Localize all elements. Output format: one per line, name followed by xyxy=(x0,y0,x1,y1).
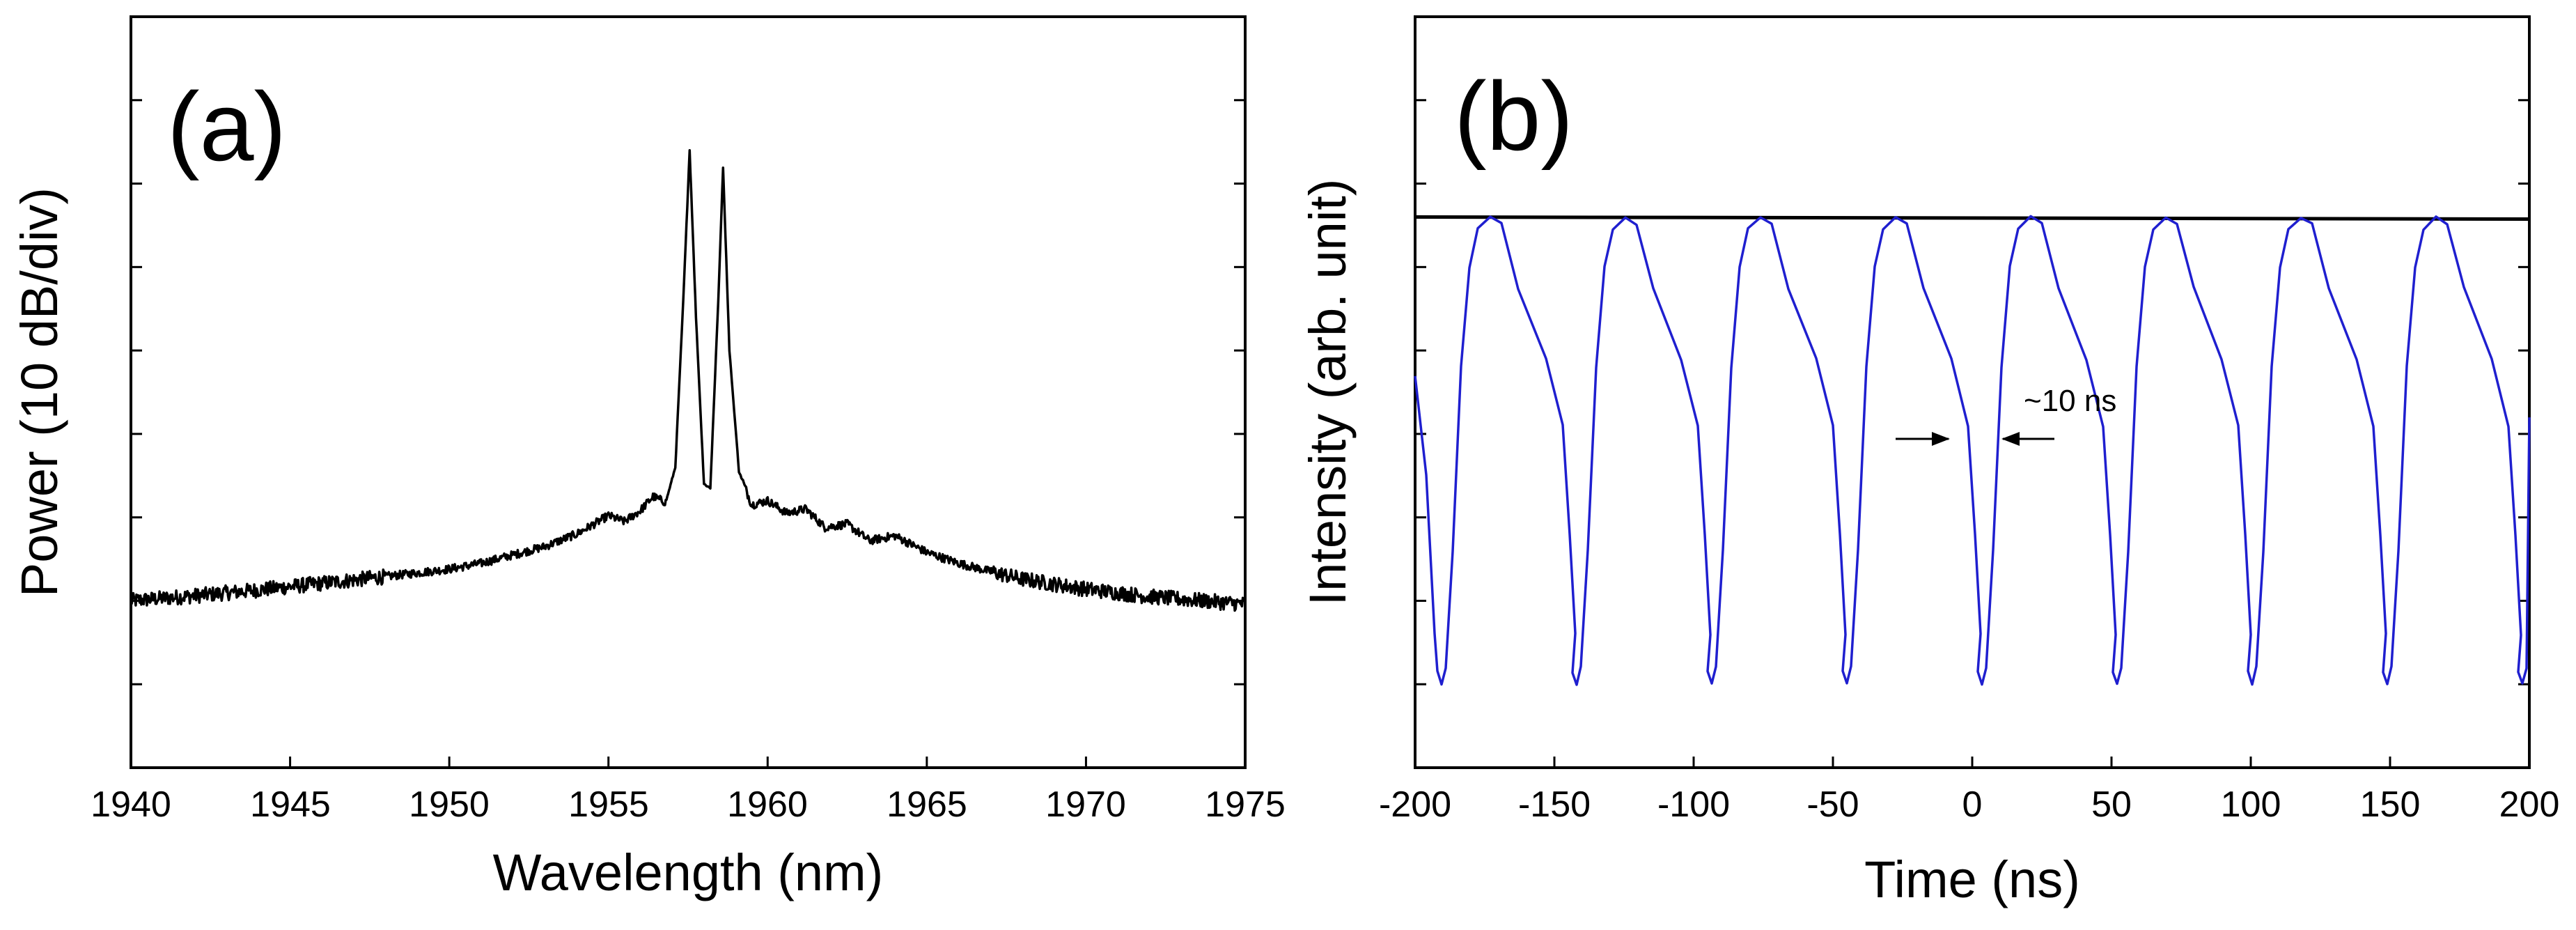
x-tick-label: 1955 xyxy=(568,784,649,825)
x-tick-label: -200 xyxy=(1379,784,1451,825)
x-tick-label: 1940 xyxy=(91,784,171,825)
panel-b-x-axis-label: Time (ns) xyxy=(1864,851,2080,908)
cw-level-line xyxy=(1414,215,2530,221)
panel-b-x-ticks xyxy=(1414,757,2531,768)
panel-a-x-tick-labels: 1940 1945 1950 1955 1960 1965 1970 1975 xyxy=(91,784,1286,825)
annotation-arrowhead-left xyxy=(1932,432,1950,446)
pulse-train-line xyxy=(1414,215,2531,686)
pulse-width-annotation: ~10 ns xyxy=(1896,384,2116,446)
panel-b-y-axis-label: Intensity (arb. unit) xyxy=(1299,179,1357,606)
x-tick-label: 1975 xyxy=(1205,784,1286,825)
annotation-text: ~10 ns xyxy=(2024,384,2116,418)
x-tick-label: 0 xyxy=(1962,784,1983,825)
x-tick-label: 1965 xyxy=(887,784,967,825)
panel-a: 1940 1945 1950 1955 1960 1965 1970 1975 … xyxy=(10,15,1286,901)
panel-b-label: (b) xyxy=(1454,61,1573,171)
x-tick-label: 200 xyxy=(2499,784,2560,825)
x-tick-label: 100 xyxy=(2221,784,2281,825)
panel-b: -200 -150 -100 -50 0 50 100 150 200 ~10 … xyxy=(1299,15,2559,908)
x-tick-label: 1945 xyxy=(250,784,331,825)
panel-a-y-axis-label: Power (10 dB/div) xyxy=(10,187,68,597)
spectrum-line xyxy=(130,148,1246,612)
x-tick-label: 1960 xyxy=(727,784,808,825)
panel-a-frame xyxy=(130,15,1247,769)
panel-a-x-ticks xyxy=(130,757,1247,768)
annotation-arrowhead-right xyxy=(2001,432,2020,446)
x-tick-label: 1950 xyxy=(409,784,490,825)
x-tick-label: 150 xyxy=(2360,784,2421,825)
panel-b-x-tick-labels: -200 -150 -100 -50 0 50 100 150 200 xyxy=(1379,784,2559,825)
x-tick-label: -100 xyxy=(1657,784,1730,825)
x-tick-label: -150 xyxy=(1518,784,1591,825)
x-tick-label: 1970 xyxy=(1045,784,1126,825)
panel-b-y-ticks xyxy=(1415,99,2529,685)
x-tick-label: 50 xyxy=(2091,784,2132,825)
panel-a-x-axis-label: Wavelength (nm) xyxy=(493,844,884,901)
x-tick-label: -50 xyxy=(1806,784,1859,825)
panel-a-label: (a) xyxy=(167,72,286,181)
